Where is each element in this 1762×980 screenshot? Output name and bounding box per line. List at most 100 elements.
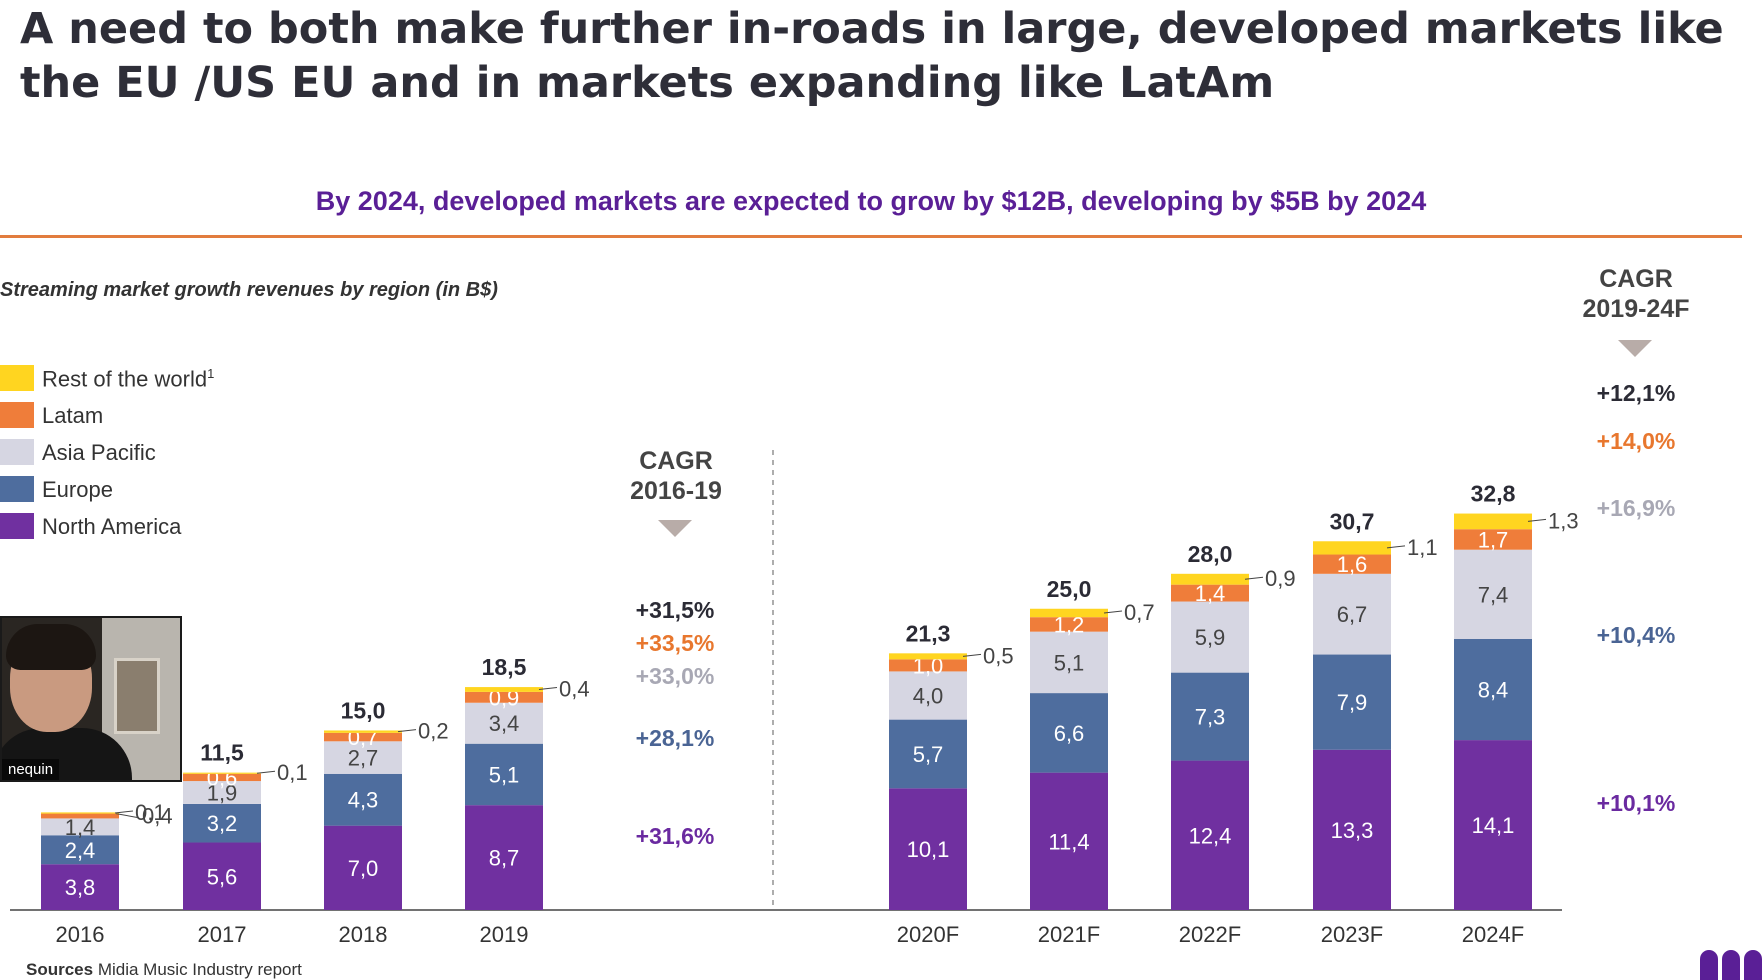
bar-segment (465, 805, 543, 910)
x-tick-label: 2021F (1038, 922, 1100, 947)
bar-segment (1030, 631, 1108, 694)
cagr-header-line: CAGR (1599, 265, 1673, 293)
legend-label: Latam (42, 403, 104, 428)
bar-segment (1030, 608, 1108, 618)
bar-segment (41, 812, 119, 814)
bar-segment (183, 772, 261, 774)
data-label: 1,4 (1195, 581, 1226, 606)
chart-title: Streaming market growth revenues by regi… (0, 279, 498, 301)
total-label: 15,0 (341, 697, 386, 723)
x-tick-label: 2022F (1179, 922, 1241, 947)
bar-segment (465, 687, 543, 692)
legend-swatch (0, 365, 34, 391)
legend-label: Asia Pacific (42, 440, 156, 465)
data-label: 5,1 (489, 762, 520, 787)
leader-line (256, 770, 276, 774)
x-tick-label: 2023F (1321, 922, 1383, 947)
bar-segment (183, 842, 261, 910)
bar-segment (465, 743, 543, 806)
brand-logo-icon (1700, 950, 1762, 980)
cagr-value: +12,1% (1596, 380, 1676, 406)
data-label: 7,9 (1337, 690, 1368, 715)
data-label: 5,1 (1054, 650, 1085, 675)
bar-segment (1454, 529, 1532, 550)
cagr-value: +33,0% (635, 663, 715, 689)
data-label: 11,4 (1048, 829, 1089, 854)
legend-label: North America (42, 514, 182, 539)
x-tick-label: 2019 (480, 922, 529, 947)
bar-segment (1030, 617, 1108, 632)
data-label: 1,7 (1478, 527, 1509, 552)
data-label: 7,3 (1195, 705, 1226, 730)
data-label: 0,4 (559, 676, 590, 701)
bar-segment (1171, 601, 1249, 673)
cagr-past-header: CAGR 2016-19 (616, 446, 736, 506)
page-subtitle: By 2024, developed markets are expected … (315, 186, 1427, 216)
data-label: 5,6 (207, 864, 238, 889)
data-label: 0,7 (348, 725, 379, 750)
leader-line (397, 729, 417, 733)
data-label: 0,4 (142, 804, 173, 829)
data-label: 13,3 (1331, 818, 1374, 843)
bar-segment (41, 813, 119, 819)
total-label: 32,8 (1471, 481, 1516, 507)
cagr-value: +10,4% (1596, 622, 1676, 648)
leader-line (1244, 576, 1264, 580)
data-label: 7,0 (348, 856, 379, 881)
x-tick-label: 2018 (339, 922, 388, 947)
bar-segment (1313, 573, 1391, 655)
cagr-arrow-icon (658, 520, 692, 537)
data-label: 2,4 (65, 838, 96, 863)
bar-segment (183, 773, 261, 782)
bar-segment (324, 773, 402, 826)
data-label: 6,6 (1054, 721, 1085, 746)
divider-rule (0, 235, 1742, 238)
bar-segment (1030, 772, 1108, 910)
legend-label: Rest of the world1 (42, 366, 215, 392)
data-label: 14,1 (1472, 813, 1515, 838)
legend-label: Europe (42, 477, 113, 502)
data-label: 6,7 (1337, 602, 1368, 627)
video-person-hair (6, 624, 96, 670)
cagr-value: +33,5% (635, 630, 715, 656)
bar-segment (1171, 584, 1249, 602)
bar-segment (1313, 554, 1391, 574)
legend-swatch (0, 402, 34, 428)
cagr-value: +14,0% (1596, 428, 1676, 454)
video-wall-frame (114, 658, 160, 734)
total-label: 21,3 (906, 620, 951, 646)
cagr-value: +31,5% (635, 597, 715, 623)
leader-line (1103, 610, 1123, 614)
bar-segment (1454, 549, 1532, 639)
legend-swatch (0, 476, 34, 502)
bar-segment (324, 732, 402, 742)
bar-segment (1313, 654, 1391, 750)
cagr-header-line: 2016-19 (630, 477, 722, 505)
data-label: 5,7 (913, 742, 944, 767)
data-label: 1,9 (207, 781, 238, 806)
x-tick-label: 2017 (198, 922, 247, 947)
data-label: 0,6 (207, 765, 238, 790)
data-label: 1,6 (1337, 552, 1368, 577)
participant-name: nequin (2, 759, 60, 780)
bar-segment (41, 818, 119, 836)
total-label: 25,0 (1047, 576, 1092, 602)
bar-segment (1171, 760, 1249, 910)
data-label: 4,0 (913, 684, 944, 709)
data-label: 0,1 (277, 760, 308, 785)
bar-segment (1454, 740, 1532, 910)
cagr-arrow-icon (1618, 340, 1652, 357)
data-label: 7,4 (1478, 582, 1509, 607)
bar-segment (183, 803, 261, 843)
legend-footnote-mark: 1 (207, 366, 215, 381)
bar-segment (1171, 672, 1249, 761)
data-label: 0,9 (1265, 566, 1296, 591)
bar-segment (1313, 749, 1391, 910)
bar-segment (889, 659, 967, 672)
webcam-overlay[interactable]: nequin (0, 616, 182, 782)
data-label: 4,3 (348, 788, 379, 813)
bar-segment (1313, 541, 1391, 555)
leader-line (115, 813, 139, 819)
data-label: 10,1 (907, 837, 950, 862)
